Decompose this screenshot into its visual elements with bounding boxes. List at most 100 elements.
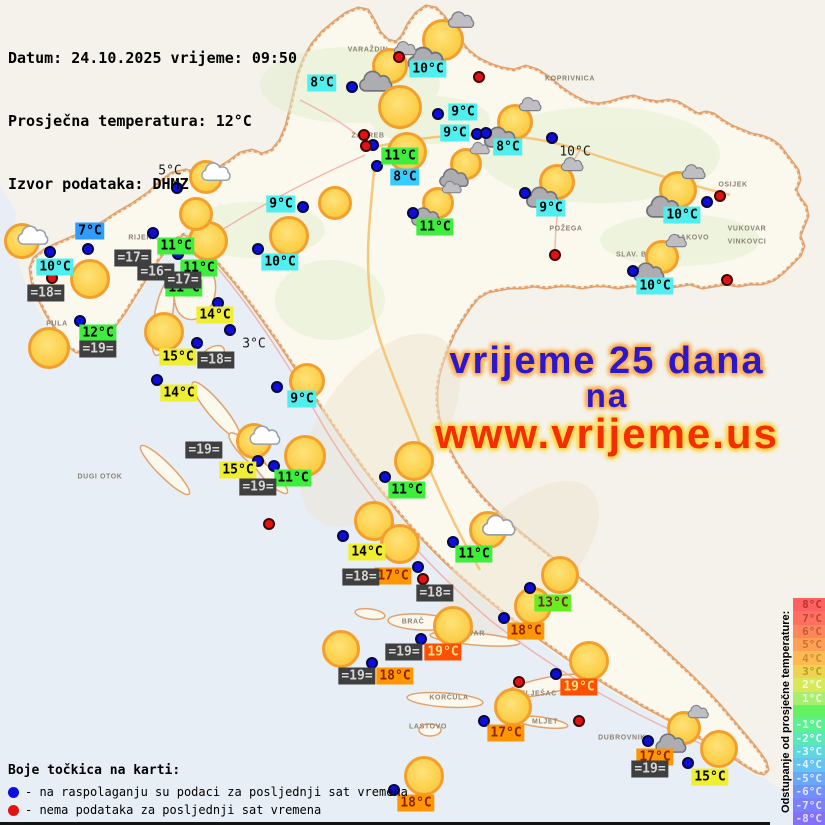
temperature-label: 18°C bbox=[507, 622, 545, 640]
temperature-label: 9°C bbox=[287, 390, 317, 408]
temperature-label: 15°C bbox=[691, 768, 729, 786]
temperature-label: 8°C bbox=[307, 74, 337, 92]
map-place-label: PELJEŠAC bbox=[515, 690, 557, 698]
station-dot-blue bbox=[550, 668, 562, 680]
deviation-badge: =18= bbox=[197, 351, 235, 369]
temperature-label: 9°C bbox=[448, 103, 478, 121]
station-dot-blue bbox=[519, 187, 531, 199]
cloud-icon bbox=[560, 157, 584, 172]
temperature-label: 17°C bbox=[374, 567, 412, 585]
scale-row: 5°C bbox=[793, 638, 825, 652]
scale-row: 7°C bbox=[793, 611, 825, 625]
station-dot-blue bbox=[252, 243, 264, 255]
weather-icon-sun bbox=[494, 688, 532, 726]
scale-row: 3°C bbox=[793, 664, 825, 679]
station-dot-blue bbox=[432, 108, 444, 120]
cloud-icon bbox=[687, 704, 709, 718]
scale-title: Odstupanje od prosječne temperature: bbox=[780, 610, 792, 813]
station-dot-blue bbox=[297, 201, 309, 213]
legend-item-label: - na raspolaganju su podaci za posljednj… bbox=[25, 785, 408, 799]
sun-icon bbox=[541, 556, 579, 594]
station-dot-blue bbox=[412, 561, 424, 573]
cloud-icon bbox=[200, 162, 231, 182]
weather-icon-sun bbox=[322, 630, 360, 668]
sun-icon bbox=[378, 85, 422, 129]
weather-icon-sun bbox=[318, 186, 352, 220]
scale-row: -2°C bbox=[793, 731, 825, 745]
sun-icon bbox=[354, 501, 394, 541]
map-place-label: POŽEGA bbox=[549, 225, 583, 233]
station-dot-blue bbox=[379, 471, 391, 483]
temperature-label: 10°C bbox=[409, 60, 447, 78]
weather-icon-sun bbox=[28, 327, 70, 369]
station-dot-blue bbox=[524, 582, 536, 594]
temperature-label: 15°C bbox=[219, 461, 257, 479]
temperature-label: 10°C bbox=[261, 253, 299, 271]
temperature-label: 11°C bbox=[157, 237, 195, 255]
deviation-badge: =19= bbox=[239, 478, 277, 496]
cloud-icon bbox=[359, 70, 393, 93]
temperature-label: 12°C bbox=[79, 324, 117, 342]
weather-icon-sun bbox=[541, 556, 579, 594]
station-dot-blue bbox=[627, 265, 639, 277]
temperature-label: 17°C bbox=[487, 724, 525, 742]
temperature-label: 8°C bbox=[390, 168, 420, 186]
weather-icon-sun bbox=[354, 501, 394, 541]
station-dot-blue bbox=[682, 757, 694, 769]
scale-row: 8°C bbox=[793, 598, 825, 612]
weather-icon-sun bbox=[394, 441, 434, 481]
temperature-label: 9°C bbox=[440, 124, 470, 142]
scale-row: 6°C bbox=[793, 624, 825, 639]
temperature-label: 3°C bbox=[242, 336, 266, 352]
scale-row: -7°C bbox=[793, 798, 825, 812]
station-dot-blue bbox=[346, 81, 358, 93]
blue-dot-icon bbox=[8, 786, 19, 798]
sun-icon bbox=[394, 441, 434, 481]
temperature-label: 11°C bbox=[416, 218, 454, 236]
weather-icon-sun bbox=[569, 641, 609, 681]
weather-icon-sun-gray bbox=[438, 141, 490, 188]
deviation-badge: =19= bbox=[631, 760, 669, 778]
cloud-icon bbox=[447, 11, 474, 28]
map-place-label: DUBROVNIK bbox=[598, 734, 646, 742]
scale-row bbox=[793, 704, 825, 719]
weather-icon-sun-gray bbox=[407, 11, 474, 71]
sun-icon bbox=[144, 312, 184, 352]
temperature-label: 11°C bbox=[274, 469, 312, 487]
legend-item-missing: - nema podataka za posljednji sat vremen… bbox=[8, 801, 408, 819]
sun-icon bbox=[433, 606, 473, 646]
watermark: vrijeme 25 dana na www.vrijeme.us bbox=[435, 342, 779, 456]
weather-icon-sun-gray bbox=[484, 97, 542, 149]
cloud-icon bbox=[469, 141, 490, 155]
deviation-badge: =19= bbox=[338, 667, 376, 685]
weather-icon-sun-gray bbox=[526, 157, 584, 209]
station-dot-blue bbox=[701, 196, 713, 208]
map-place-label: ĐAKOVO bbox=[674, 234, 710, 242]
temperature-label: 9°C bbox=[536, 199, 566, 217]
station-dot-blue bbox=[268, 460, 280, 472]
weather-icon-sun-gray bbox=[410, 180, 462, 227]
scale-row: -5°C bbox=[793, 771, 825, 786]
temperature-label: 14°C bbox=[160, 384, 198, 402]
dot-color-legend: Boje točkica na karti: - na raspolaganju… bbox=[8, 763, 408, 819]
legend-item-available: - na raspolaganju su podaci za posljednj… bbox=[8, 783, 408, 801]
sun-icon bbox=[179, 197, 213, 231]
map-place-label: PULA bbox=[46, 320, 68, 328]
weather-icon-sun-gray bbox=[645, 163, 706, 218]
station-dot-red bbox=[573, 715, 585, 727]
station-dot-red bbox=[473, 71, 485, 83]
station-dot-blue bbox=[271, 381, 283, 393]
map-place-label: RIJEKA bbox=[128, 234, 158, 242]
weather-icon-sun-gray bbox=[655, 704, 709, 753]
map-place-label: BRAČ bbox=[401, 618, 425, 626]
station-dot-red bbox=[263, 518, 275, 530]
station-dot-blue bbox=[480, 127, 492, 139]
map-place-label: HVAR bbox=[463, 630, 485, 638]
scale-row: 2°C bbox=[793, 678, 825, 692]
station-dot-blue bbox=[478, 715, 490, 727]
station-dot-blue bbox=[642, 735, 654, 747]
cloud-icon bbox=[682, 163, 706, 179]
weather-icon-sun bbox=[404, 756, 444, 796]
